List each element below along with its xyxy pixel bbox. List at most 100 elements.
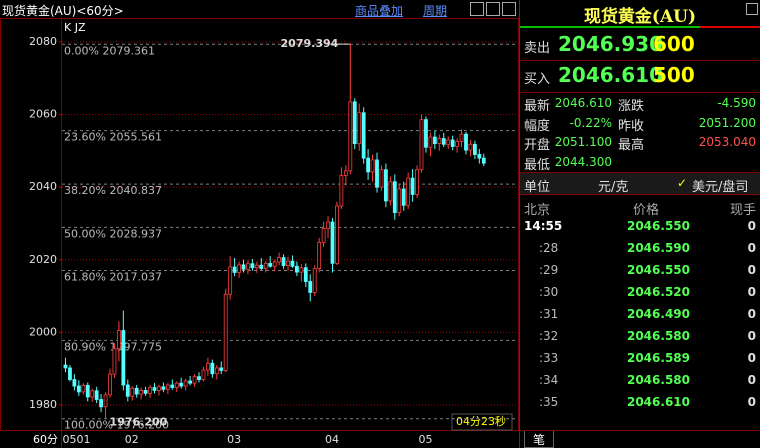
candle-body bbox=[343, 170, 348, 176]
buy-price: 2046.610 bbox=[558, 63, 664, 87]
candle-body bbox=[432, 136, 437, 144]
candle-body bbox=[397, 188, 402, 213]
x-tick-label: 03 bbox=[227, 433, 241, 446]
fib-price: 1976.200 bbox=[116, 419, 169, 432]
y-tick-label: 2040 bbox=[29, 180, 57, 193]
tick-price: 2046.580 bbox=[626, 329, 690, 343]
candle-body bbox=[281, 257, 286, 266]
unit-value[interactable]: 元/克 bbox=[598, 180, 629, 195]
y-tick-label: 2020 bbox=[29, 253, 57, 266]
candle-body bbox=[90, 390, 95, 398]
fib-label: 50.00% 2028.937 bbox=[64, 227, 162, 240]
tick-time: :32 bbox=[539, 329, 559, 343]
tick-time: :35 bbox=[539, 395, 559, 409]
candle-body bbox=[286, 260, 290, 266]
nav-zoom-button[interactable] bbox=[502, 2, 516, 16]
ticks-header-time: 北京 bbox=[524, 203, 551, 218]
nav-left-button[interactable] bbox=[470, 2, 484, 16]
y-tick-label: 2000 bbox=[29, 325, 57, 338]
chart-header-title: 现货黄金(AU)<60分> bbox=[2, 4, 124, 18]
tick-time: :31 bbox=[539, 307, 559, 321]
candle-body bbox=[85, 384, 90, 398]
candle-body bbox=[366, 157, 371, 173]
tick-time: :30 bbox=[539, 285, 559, 299]
candle-body bbox=[370, 159, 375, 173]
stat-label: 最低 bbox=[524, 157, 551, 173]
candle-body bbox=[477, 154, 482, 159]
candle-body bbox=[406, 177, 411, 206]
candle-body bbox=[455, 141, 460, 147]
tick-price: 2046.580 bbox=[626, 373, 690, 387]
x-tick-label: 02 bbox=[125, 433, 139, 446]
y-tick-label: 2080 bbox=[29, 35, 57, 48]
fib-price: 2079.361 bbox=[102, 44, 155, 57]
x-tick-label: 05 bbox=[419, 433, 433, 446]
fib-price: 2040.837 bbox=[109, 184, 162, 197]
candle-body bbox=[388, 181, 393, 202]
candle-body bbox=[339, 175, 344, 207]
candle-body bbox=[210, 362, 215, 375]
sell-price: 2046.930 bbox=[558, 32, 664, 56]
ticks-header-volume: 现手 bbox=[729, 203, 756, 218]
fib-price: 2017.037 bbox=[109, 271, 162, 284]
indicator-label: K JZ bbox=[64, 21, 86, 34]
countdown-box bbox=[451, 413, 513, 431]
quote-panel: 现货黄金(AU) 卖出 2046.930 600 买入 2046.610 500… bbox=[520, 0, 760, 448]
candle-body bbox=[250, 263, 255, 269]
candle-body bbox=[117, 330, 121, 350]
tick-volume: 0 bbox=[747, 263, 756, 277]
fib-ratio: 80.90% bbox=[64, 340, 106, 353]
stat-value: 2053.040 bbox=[698, 135, 756, 149]
candle-body bbox=[464, 133, 468, 151]
candle-body bbox=[223, 293, 228, 371]
period-button[interactable]: 周期 bbox=[423, 4, 448, 18]
stat-label: 开盘 bbox=[524, 138, 551, 153]
candle-body bbox=[383, 169, 388, 202]
overlay-button[interactable]: 商品叠加 bbox=[355, 4, 404, 18]
check-icon: ✓ bbox=[677, 176, 688, 190]
candle-body bbox=[219, 367, 224, 371]
separator bbox=[520, 194, 760, 195]
candle-body bbox=[214, 367, 219, 375]
candle-body bbox=[361, 112, 366, 159]
fib-ratio: 50.00% bbox=[64, 227, 106, 240]
nav-right-button[interactable] bbox=[486, 2, 500, 16]
candle-body bbox=[72, 379, 77, 387]
fib-price: 2055.561 bbox=[109, 131, 162, 144]
fib-ratio: 23.60% bbox=[64, 131, 106, 144]
quote-title: 现货黄金(AU) bbox=[583, 7, 697, 27]
separator bbox=[520, 92, 760, 93]
candle-body bbox=[246, 263, 250, 270]
tick-volume: 0 bbox=[747, 351, 756, 365]
low-label: 1976.200 bbox=[110, 416, 168, 429]
candle-body bbox=[375, 159, 379, 188]
tick-price: 2046.490 bbox=[626, 307, 690, 321]
candle-body bbox=[161, 386, 166, 390]
buy-sell-bar bbox=[520, 26, 700, 28]
candle-body bbox=[241, 264, 246, 270]
candle-body bbox=[237, 264, 241, 273]
candle-body bbox=[152, 387, 157, 391]
chart: K JZ 60分 04分23秒 1980 2000 2020 2040 2060 2080… bbox=[0, 18, 519, 448]
stat-value: 2044.300 bbox=[554, 154, 612, 169]
fib-label: 61.80% 2017.037 bbox=[64, 271, 162, 284]
separator bbox=[520, 60, 760, 61]
candle-body bbox=[419, 119, 424, 171]
stat-value: -0.22% bbox=[569, 115, 612, 130]
candle-body bbox=[268, 262, 273, 267]
candle-body bbox=[228, 266, 233, 295]
tab-ticks[interactable]: 笔 bbox=[524, 431, 554, 448]
tick-volume: 0 bbox=[747, 241, 756, 255]
stat-value: -4.590 bbox=[717, 96, 756, 110]
close-button[interactable] bbox=[746, 3, 758, 15]
tick-price: 2046.590 bbox=[626, 241, 690, 255]
unit-alt[interactable]: 美元/盘司 bbox=[692, 180, 749, 195]
x-tick-label: 0501 bbox=[63, 433, 91, 446]
candle-body bbox=[165, 384, 170, 390]
tick-volume: 0 bbox=[747, 307, 756, 321]
stat-label: 最高 bbox=[618, 138, 645, 153]
sell-label: 卖出 bbox=[524, 41, 551, 56]
candle-body bbox=[68, 367, 72, 380]
candle-body bbox=[379, 169, 384, 188]
tick-price: 2046.550 bbox=[626, 219, 690, 233]
